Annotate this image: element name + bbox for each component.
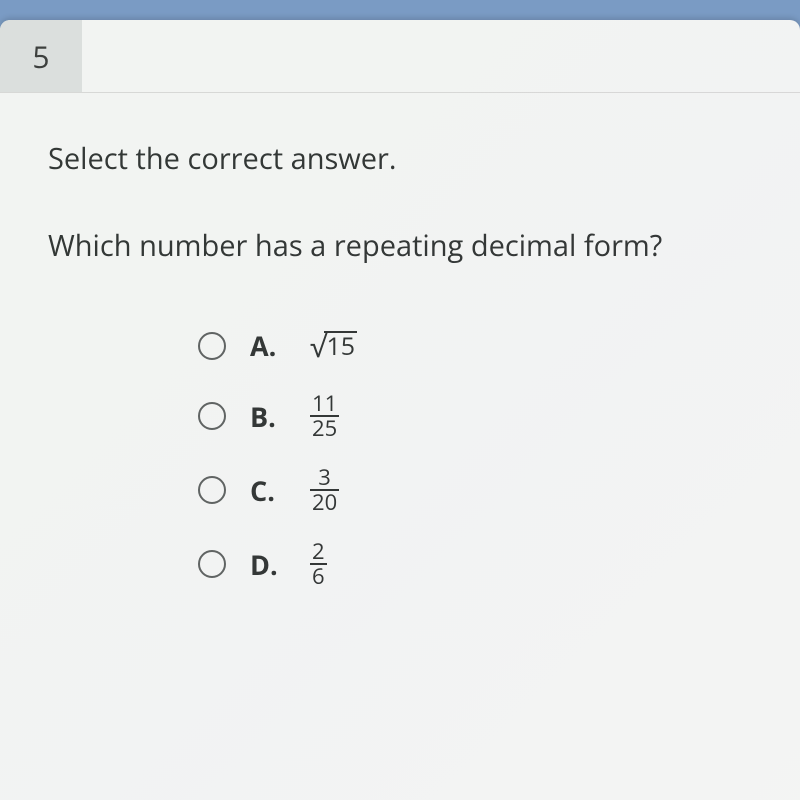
denominator: 6 [310, 563, 327, 588]
sqrt-expression: √ 15 [310, 325, 357, 366]
radio-icon[interactable] [198, 476, 226, 504]
denominator: 25 [310, 415, 339, 440]
radio-icon[interactable] [198, 550, 226, 578]
radio-icon[interactable] [198, 332, 226, 360]
option-letter: A. [250, 327, 286, 364]
options-list: A. √ 15 B. 11 25 [48, 325, 760, 589]
option-value: 3 20 [310, 466, 339, 514]
option-a[interactable]: A. √ 15 [198, 325, 760, 366]
fraction: 2 6 [310, 540, 327, 588]
radio-icon[interactable] [198, 402, 226, 430]
fraction: 11 25 [310, 392, 339, 440]
option-d[interactable]: D. 2 6 [198, 540, 760, 588]
sqrt-argument: 15 [324, 331, 357, 361]
question-number: 5 [32, 36, 49, 77]
numerator: 2 [310, 540, 327, 563]
option-letter: B. [250, 398, 286, 435]
question-text: Which number has a repeating decimal for… [48, 226, 760, 265]
option-value: √ 15 [310, 325, 357, 366]
numerator: 11 [310, 392, 339, 415]
question-header-row: 5 [0, 20, 800, 93]
fraction: 3 20 [310, 466, 339, 514]
numerator: 3 [316, 466, 333, 489]
question-content: Select the correct answer. Which number … [0, 93, 800, 589]
question-card: 5 Select the correct answer. Which numbe… [0, 20, 800, 800]
option-value: 11 25 [310, 392, 339, 440]
option-letter: D. [250, 546, 286, 583]
option-letter: C. [250, 472, 286, 509]
option-c[interactable]: C. 3 20 [198, 466, 760, 514]
denominator: 20 [310, 489, 339, 514]
instruction-text: Select the correct answer. [48, 139, 760, 178]
question-number-badge: 5 [0, 20, 82, 92]
option-b[interactable]: B. 11 25 [198, 392, 760, 440]
option-value: 2 6 [310, 540, 327, 588]
